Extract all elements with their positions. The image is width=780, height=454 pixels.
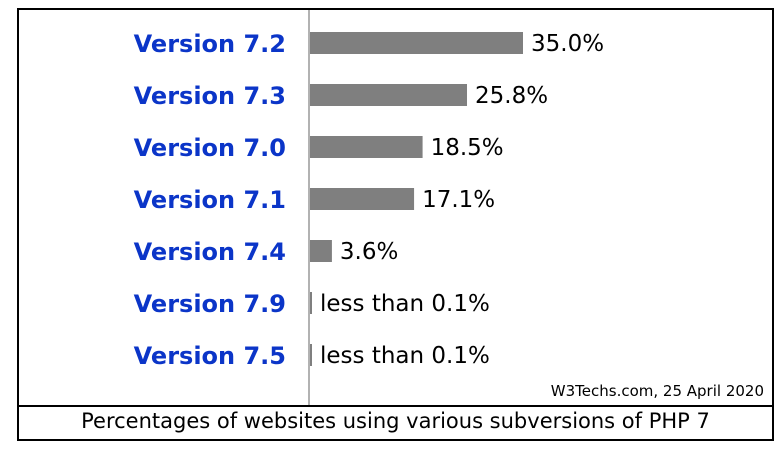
category-label: Version 7.1 [134,186,286,214]
category-label: Version 7.2 [134,30,286,58]
bar [310,344,312,366]
bar [310,32,523,54]
category-label: Version 7.9 [134,290,286,318]
value-label: less than 0.1% [320,291,490,317]
category-label: Version 7.5 [134,342,286,370]
category-label: Version 7.3 [134,82,286,110]
bar [310,240,332,262]
value-label: 18.5% [431,135,504,161]
bar [310,84,468,106]
chart-caption: Percentages of websites using various su… [81,409,710,433]
category-label: Version 7.4 [134,238,286,266]
bar [310,292,312,314]
bar [310,188,415,210]
value-label: 25.8% [475,83,548,109]
chart-frame: Version 7.2 35.0% Version 7.3 25.8% Version … [17,8,774,441]
value-label: 3.6% [340,239,398,265]
bar [310,136,423,158]
value-label: 35.0% [531,31,604,57]
chart-credit: W3Techs.com, 25 April 2020 [550,382,764,400]
category-label: Version 7.0 [134,134,286,162]
bar-chart: Version 7.2 35.0% Version 7.3 25.8% Version … [134,10,604,405]
value-label: 17.1% [422,187,495,213]
caption-divider [19,405,772,407]
value-label: less than 0.1% [320,343,490,369]
